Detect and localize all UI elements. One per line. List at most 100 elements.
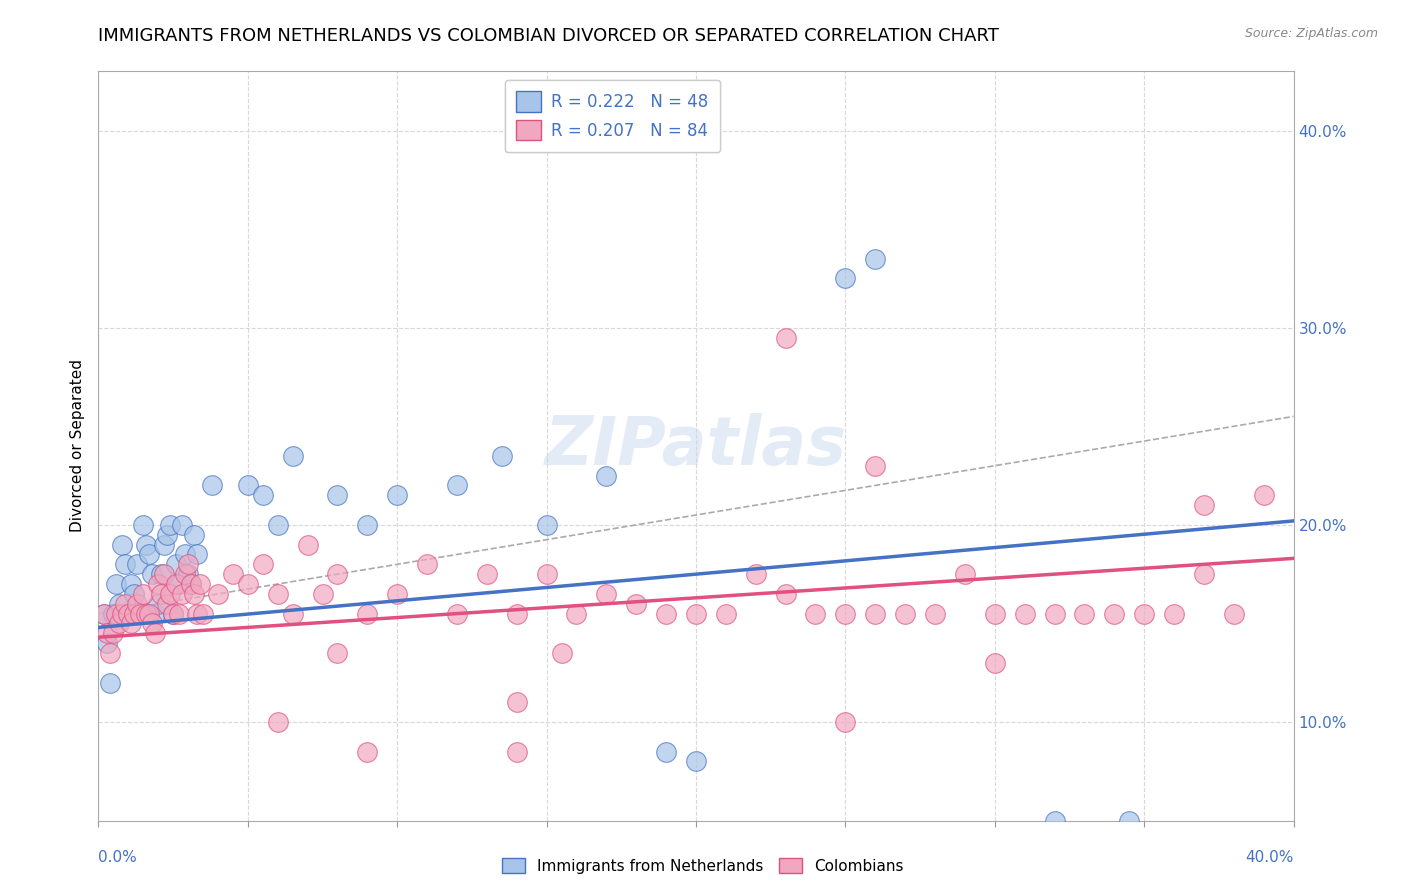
Point bbox=[1043, 607, 1066, 621]
Point bbox=[156, 527, 179, 541]
Point bbox=[506, 695, 529, 709]
Point bbox=[297, 538, 319, 552]
Point bbox=[143, 626, 166, 640]
Point bbox=[114, 558, 136, 572]
Point bbox=[165, 577, 187, 591]
Point bbox=[165, 558, 187, 572]
Point bbox=[132, 587, 155, 601]
Point bbox=[385, 488, 409, 502]
Point bbox=[127, 597, 149, 611]
Point bbox=[416, 558, 439, 572]
Point bbox=[222, 567, 245, 582]
Point bbox=[834, 607, 856, 621]
Point bbox=[267, 714, 290, 729]
Point bbox=[536, 567, 558, 582]
Point bbox=[595, 587, 617, 601]
Point bbox=[984, 656, 1007, 670]
Point bbox=[186, 548, 208, 562]
Point bbox=[150, 587, 173, 601]
Point bbox=[865, 458, 887, 473]
Point bbox=[1118, 814, 1140, 828]
Point bbox=[865, 252, 887, 266]
Point bbox=[984, 607, 1007, 621]
Point bbox=[356, 607, 378, 621]
Point bbox=[153, 567, 176, 582]
Point bbox=[167, 577, 190, 591]
Point bbox=[267, 517, 290, 532]
Point bbox=[96, 636, 118, 650]
Point bbox=[132, 517, 155, 532]
Point bbox=[446, 607, 468, 621]
Point bbox=[1133, 607, 1156, 621]
Point bbox=[108, 616, 131, 631]
Point bbox=[159, 517, 181, 532]
Point bbox=[159, 587, 181, 601]
Point bbox=[98, 675, 122, 690]
Point bbox=[745, 567, 768, 582]
Point bbox=[103, 607, 125, 621]
Text: Source: ZipAtlas.com: Source: ZipAtlas.com bbox=[1244, 27, 1378, 40]
Point bbox=[1253, 488, 1275, 502]
Text: IMMIGRANTS FROM NETHERLANDS VS COLOMBIAN DIVORCED OR SEPARATED CORRELATION CHART: IMMIGRANTS FROM NETHERLANDS VS COLOMBIAN… bbox=[98, 27, 1000, 45]
Point bbox=[162, 607, 184, 621]
Legend: Immigrants from Netherlands, Colombians: Immigrants from Netherlands, Colombians bbox=[496, 852, 910, 880]
Point bbox=[143, 607, 166, 621]
Point bbox=[281, 607, 304, 621]
Point bbox=[446, 478, 468, 492]
Point bbox=[120, 616, 142, 631]
Point bbox=[804, 607, 827, 621]
Point bbox=[550, 646, 572, 660]
Point bbox=[141, 616, 163, 631]
Point bbox=[117, 607, 139, 621]
Point bbox=[111, 538, 134, 552]
Point bbox=[120, 577, 142, 591]
Point bbox=[655, 607, 678, 621]
Point bbox=[138, 607, 160, 621]
Point bbox=[183, 527, 205, 541]
Point bbox=[1192, 498, 1215, 512]
Point bbox=[1163, 607, 1185, 621]
Point bbox=[252, 558, 274, 572]
Point bbox=[174, 567, 197, 582]
Point bbox=[93, 607, 115, 621]
Point bbox=[281, 449, 304, 463]
Point bbox=[172, 517, 194, 532]
Point bbox=[135, 538, 157, 552]
Point bbox=[183, 587, 205, 601]
Point bbox=[162, 607, 184, 621]
Point bbox=[385, 587, 409, 601]
Text: 40.0%: 40.0% bbox=[1246, 850, 1294, 865]
Point bbox=[326, 488, 349, 502]
Point bbox=[127, 558, 149, 572]
Point bbox=[491, 449, 513, 463]
Point bbox=[775, 330, 797, 344]
Point bbox=[153, 538, 176, 552]
Point bbox=[865, 607, 887, 621]
Point bbox=[714, 607, 737, 621]
Point bbox=[138, 548, 160, 562]
Point bbox=[311, 587, 333, 601]
Y-axis label: Divorced or Separated: Divorced or Separated bbox=[69, 359, 84, 533]
Text: ZIPatlas: ZIPatlas bbox=[546, 413, 846, 479]
Point bbox=[1104, 607, 1126, 621]
Point bbox=[1073, 607, 1095, 621]
Point bbox=[108, 597, 131, 611]
Point bbox=[595, 468, 617, 483]
Point bbox=[124, 587, 146, 601]
Point bbox=[924, 607, 946, 621]
Point bbox=[111, 607, 134, 621]
Point bbox=[207, 587, 229, 601]
Point bbox=[236, 478, 259, 492]
Point bbox=[172, 587, 194, 601]
Point bbox=[156, 597, 179, 611]
Point bbox=[148, 597, 170, 611]
Point bbox=[174, 548, 197, 562]
Point bbox=[834, 271, 856, 285]
Text: 0.0%: 0.0% bbox=[98, 850, 138, 865]
Point bbox=[105, 607, 128, 621]
Point bbox=[252, 488, 274, 502]
Point bbox=[124, 607, 146, 621]
Point bbox=[167, 607, 190, 621]
Point bbox=[93, 607, 115, 621]
Point bbox=[475, 567, 498, 582]
